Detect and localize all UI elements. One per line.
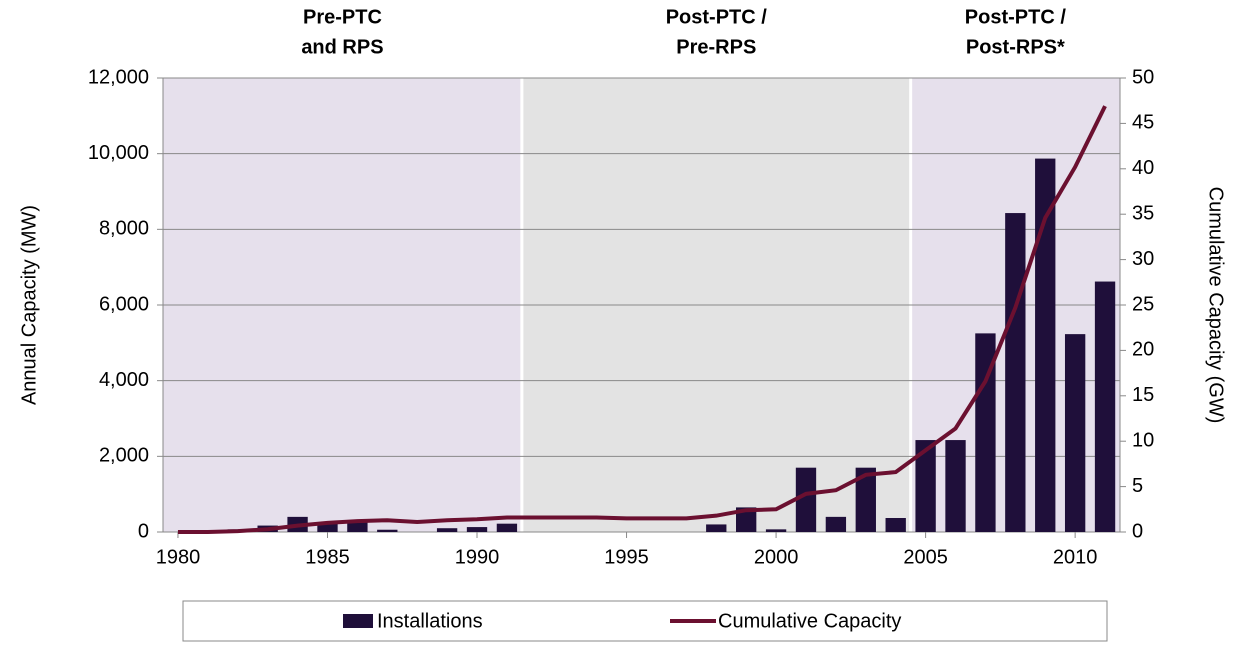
y2-tick-label: 15	[1132, 384, 1154, 406]
y-axis-title: Annual Capacity (MW)	[18, 205, 40, 405]
x-tick-label: 2000	[754, 546, 799, 568]
x-tick-label: 1995	[604, 546, 649, 568]
bar	[1095, 282, 1115, 532]
legend-swatch	[343, 614, 373, 628]
bar	[706, 524, 726, 532]
x-tick-label: 1980	[156, 546, 201, 568]
period-label: Pre-PTC	[303, 6, 382, 28]
period-label: Pre-RPS	[676, 36, 756, 58]
y2-tick-label: 25	[1132, 293, 1154, 315]
y2-tick-label: 0	[1132, 520, 1143, 542]
bar	[1005, 213, 1025, 532]
legend-box	[183, 601, 1107, 641]
x-tick-label: 1990	[455, 546, 500, 568]
y2-tick-label: 30	[1132, 248, 1154, 270]
y-tick-label: 0	[138, 520, 149, 542]
bar	[886, 518, 906, 532]
bar	[1065, 334, 1085, 532]
bar	[347, 523, 367, 532]
x-tick-label: 2005	[903, 546, 948, 568]
bar	[497, 524, 517, 532]
y2-tick-label: 35	[1132, 202, 1154, 224]
bar	[467, 527, 487, 532]
period-label: Post-RPS*	[966, 36, 1065, 58]
y-tick-label: 4,000	[99, 369, 149, 391]
bar	[826, 517, 846, 532]
bar	[766, 529, 786, 532]
x-tick-label: 1985	[305, 546, 350, 568]
y-tick-label: 8,000	[99, 218, 149, 240]
y-tick-label: 2,000	[99, 445, 149, 467]
y-tick-label: 6,000	[99, 293, 149, 315]
y2-axis-title: Cumulative Capacity (GW)	[1205, 187, 1227, 424]
y2-tick-label: 10	[1132, 429, 1154, 451]
y-tick-label: 10,000	[88, 142, 149, 164]
legend-label: Installations	[377, 610, 483, 632]
y2-tick-label: 40	[1132, 157, 1154, 179]
period-label: Post-PTC /	[666, 6, 768, 28]
period-label: and RPS	[301, 36, 383, 58]
y2-tick-label: 50	[1132, 66, 1154, 88]
y2-tick-label: 5	[1132, 475, 1143, 497]
bar	[796, 468, 816, 532]
period-label: Post-PTC /	[965, 6, 1067, 28]
y2-tick-label: 45	[1132, 112, 1154, 134]
legend-label: Cumulative Capacity	[718, 610, 901, 632]
y-tick-label: 12,000	[88, 66, 149, 88]
x-tick-label: 2010	[1053, 546, 1098, 568]
bar	[437, 528, 457, 532]
bar	[377, 530, 397, 532]
bar	[945, 440, 965, 532]
y2-tick-label: 20	[1132, 339, 1154, 361]
